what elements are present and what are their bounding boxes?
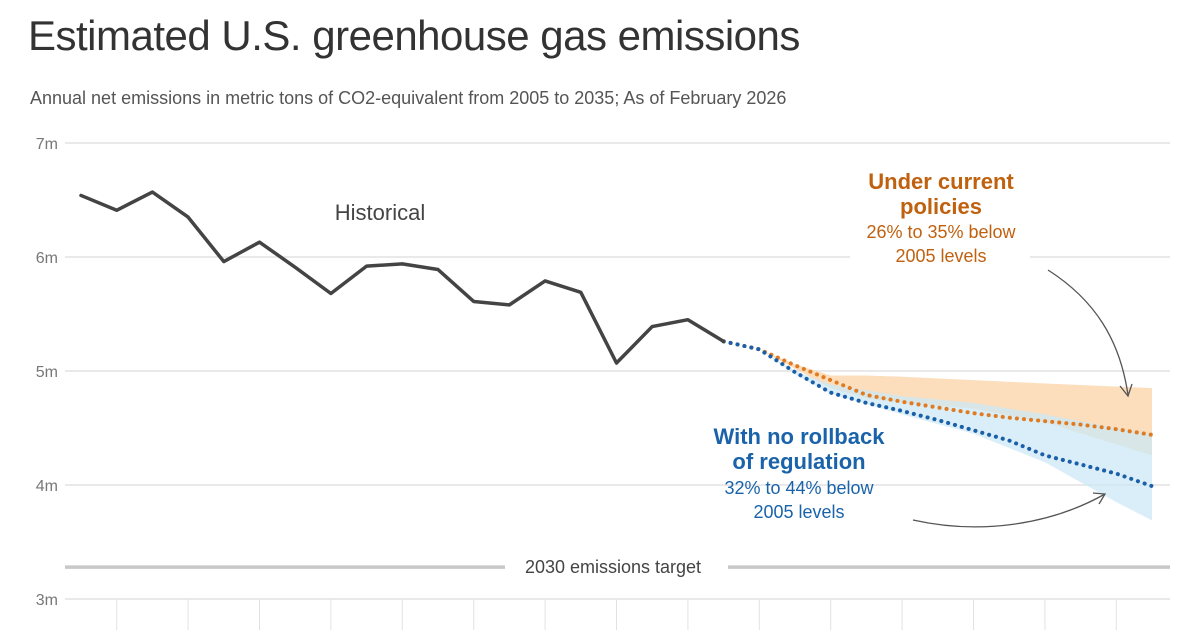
chart-title: Estimated U.S. greenhouse gas emissions <box>28 12 800 59</box>
current-policies-range-2: 2005 levels <box>895 246 986 266</box>
historical-label: Historical <box>335 200 425 225</box>
current-policies-range-1: 26% to 35% below <box>866 222 1016 242</box>
series-line-historical <box>79 190 726 365</box>
no-rollback-arrowhead <box>1092 492 1107 505</box>
y-tick-label: 4m <box>36 478 58 495</box>
no-rollback-range-1: 32% to 44% below <box>724 478 874 498</box>
series-line-under-current-policies <box>721 339 1154 437</box>
no-rollback-range-2: 2005 levels <box>753 502 844 522</box>
current-policies-annotation: Under current policies 26% to 35% below … <box>850 166 1030 266</box>
series-line-with-no-rollback-of-regulation <box>721 339 1154 489</box>
y-tick-label: 3m <box>36 592 58 609</box>
target-label: 2030 emissions target <box>525 557 701 577</box>
y-tick-label: 6m <box>36 250 58 267</box>
chart-subtitle: Annual net emissions in metric tons of C… <box>30 88 787 108</box>
no-rollback-title-1: With no rollback <box>714 424 886 449</box>
current-policies-title-2: policies <box>900 194 982 219</box>
current-policies-title-1: Under current <box>868 169 1014 194</box>
y-tick-label: 5m <box>36 364 58 381</box>
y-tick-label: 7m <box>36 136 58 153</box>
no-rollback-annotation: With no rollback of regulation 32% to 44… <box>714 424 886 522</box>
no-rollback-arrow <box>912 493 1106 528</box>
no-rollback-title-2: of regulation <box>732 449 865 474</box>
current-policies-arrowhead <box>1119 383 1133 398</box>
current-policies-arrow <box>1047 269 1129 396</box>
